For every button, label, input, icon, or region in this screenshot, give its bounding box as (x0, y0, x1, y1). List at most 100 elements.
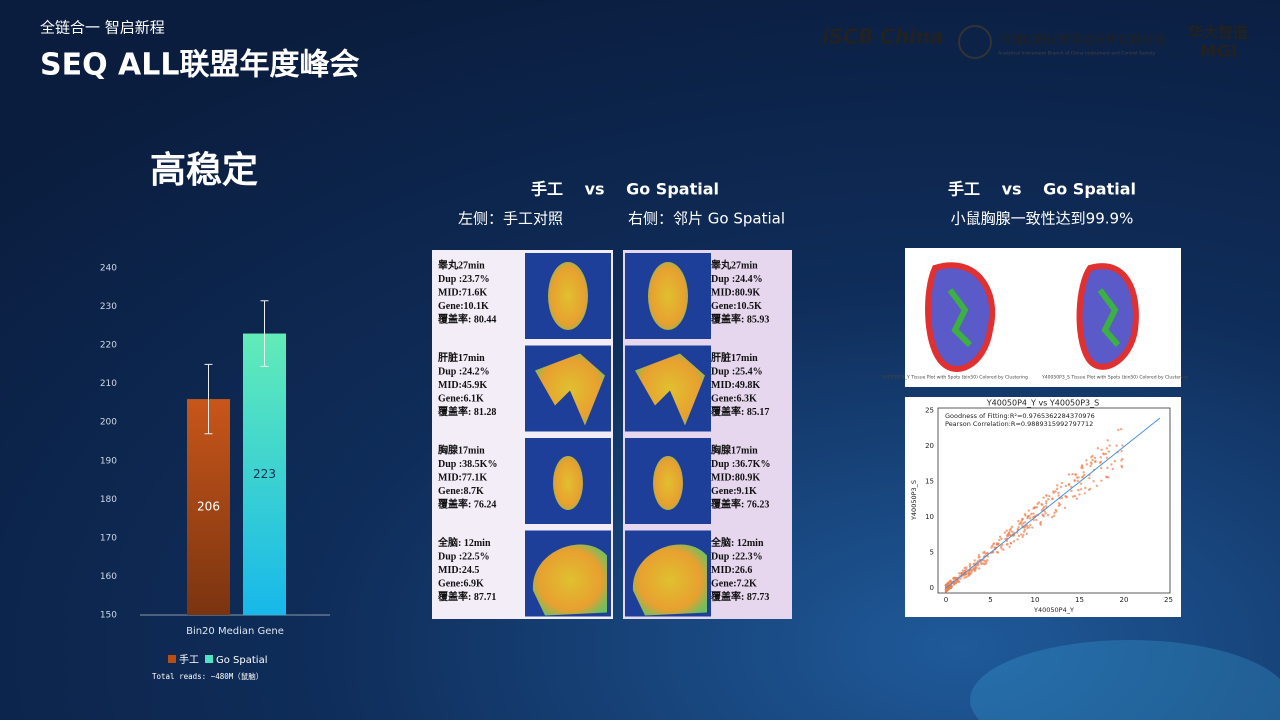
scatter-dot (965, 575, 968, 579)
scatter-dot (1022, 530, 1026, 533)
scatter-dot (1023, 521, 1027, 524)
scatter-dot (997, 538, 1001, 542)
scatter-dot (984, 562, 988, 565)
scatter-dot (1000, 547, 1003, 550)
scatter-dot (1106, 466, 1109, 470)
cluster-caption: Y40050P3_S Tissue Plot with Spots (bin50… (1041, 375, 1188, 381)
tissue-stat: Dup :24.2% (438, 366, 490, 377)
scatter-dot (1117, 428, 1120, 432)
y-tick-label: 190 (100, 456, 117, 466)
scatter-dot (1017, 519, 1020, 523)
scatter-dot (952, 576, 955, 580)
y-tick-label: 170 (100, 533, 117, 543)
scatter-dot (1099, 466, 1103, 470)
tagline: 全链合一 智启新程 (40, 19, 165, 37)
tissue-stat: Dup :22.5% (438, 551, 490, 562)
scatter-dot (1079, 482, 1083, 485)
scatter-dot (965, 566, 968, 569)
scatter-dot (959, 577, 962, 580)
scatter-dot (1108, 444, 1111, 447)
scatter-dot (1091, 454, 1094, 458)
y-tick-label: 240 (100, 264, 117, 274)
scatter-dot (1100, 448, 1103, 451)
scatter-dot (950, 586, 953, 589)
y-tick-label: 180 (100, 495, 117, 505)
scatter-dot (1111, 467, 1114, 471)
scatter-dot (1120, 459, 1123, 462)
error-bar (204, 363, 213, 435)
scatter-dot (1110, 463, 1113, 466)
scatter-dot (1054, 490, 1057, 493)
scatter-dot (1107, 450, 1110, 453)
bar (187, 399, 230, 615)
tissue-stat: MID:49.8K (711, 380, 760, 391)
scatter-dot (974, 565, 978, 569)
scatter-dot (1079, 488, 1083, 491)
logo: 华大智造 (1188, 24, 1248, 42)
event-title: SEQ ALL联盟年度峰会 (40, 48, 360, 83)
scatter-dot (1035, 518, 1038, 522)
tissue (648, 262, 688, 330)
scatter-dots (944, 427, 1124, 593)
scatter-dot (1081, 466, 1084, 470)
scatter-dot (1048, 494, 1051, 498)
scatter-dot (1031, 526, 1034, 529)
scatter-dot (1053, 511, 1056, 515)
panel-title: 手工 vs Go Spatial (531, 180, 719, 199)
scatter-dot (961, 569, 965, 572)
logo: 中国仪器仪表学会分析仪器分会 (998, 32, 1166, 47)
tissue-stat: 肝脏17min (438, 351, 485, 364)
scatter-dot (1105, 447, 1109, 450)
scatter-dot (1101, 452, 1105, 455)
scatter-dot (1070, 489, 1073, 493)
scatter-dot (1067, 473, 1071, 476)
scatter-dot (982, 562, 985, 565)
scatter-dot (1056, 484, 1059, 487)
scatter-dot (967, 574, 970, 578)
tissue-stat: 肝脏17min (711, 351, 758, 364)
scatter-dot (1091, 458, 1094, 462)
tissue-stat: 覆盖率: 76.23 (711, 497, 769, 510)
scatter-dot (1059, 485, 1063, 489)
scatter-dot (1080, 464, 1084, 467)
scatter-dot (1100, 479, 1103, 482)
tissue-stat: Gene:6.9K (438, 578, 484, 589)
scatter-dot (1074, 473, 1077, 476)
scatter-dot (1035, 505, 1039, 509)
scatter-dot (1064, 484, 1068, 488)
scatter-xtick: 5 (988, 596, 992, 604)
tissue-stat: 全脑: 12min (710, 536, 764, 549)
scatter-dot (1017, 534, 1021, 538)
tissue-stat: Gene:10.1K (438, 301, 489, 312)
legend-swatch (205, 655, 213, 663)
scatter-dot (963, 569, 967, 572)
scatter-dot (1083, 492, 1086, 495)
scatter-dot (973, 559, 976, 562)
scatter-dot (1043, 510, 1046, 513)
scatter-dot (1082, 471, 1085, 474)
scatter-dot (1046, 514, 1050, 517)
scatter-dot (968, 562, 972, 566)
scatter-dot (1105, 475, 1108, 478)
scatter-dot (1036, 502, 1039, 506)
scatter-dot (1078, 493, 1081, 496)
chart-note: Total reads: ~480M（鼠脑） (152, 671, 263, 681)
y-tick-label: 200 (100, 418, 117, 428)
scatter-dot (996, 542, 1000, 546)
data-label: 223 (253, 467, 276, 481)
scatter-dot (1022, 522, 1025, 525)
scatter-dot (1099, 456, 1102, 459)
scatter-dot (1105, 456, 1109, 459)
scatter-dot (1057, 494, 1060, 497)
scatter-dot (1073, 479, 1076, 482)
scatter-dot (1115, 444, 1118, 447)
tissue-stat: MID:26.6 (711, 565, 752, 576)
scatter-dot (977, 553, 981, 557)
scatter-dot (1008, 528, 1011, 532)
tissue (535, 353, 605, 426)
scatter-dot (1023, 513, 1027, 516)
scatter-dot (1093, 456, 1097, 460)
tissue (553, 456, 583, 510)
scatter-dot (968, 564, 972, 567)
